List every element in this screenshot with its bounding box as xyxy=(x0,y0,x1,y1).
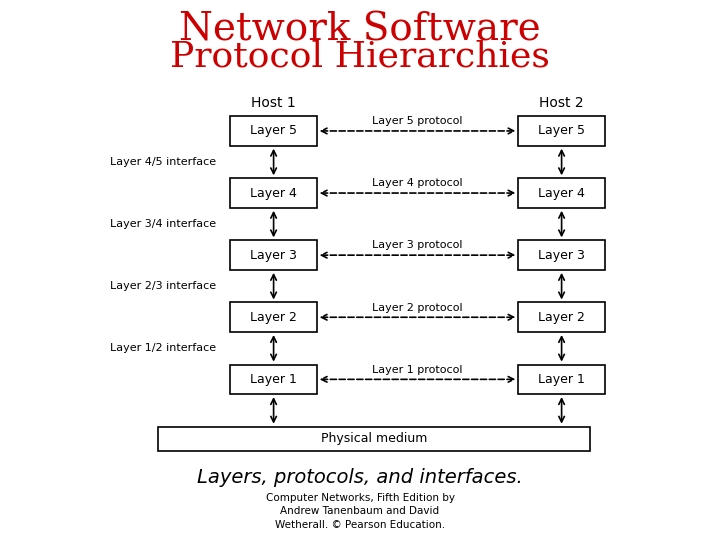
FancyBboxPatch shape xyxy=(518,240,605,270)
Text: Layer 3 protocol: Layer 3 protocol xyxy=(372,240,463,251)
Text: Layer 2 protocol: Layer 2 protocol xyxy=(372,302,463,313)
FancyBboxPatch shape xyxy=(230,178,317,208)
Text: Layer 5: Layer 5 xyxy=(538,124,585,138)
Text: Physical medium: Physical medium xyxy=(321,432,428,445)
Text: Host 2: Host 2 xyxy=(539,96,584,110)
Text: Layer 3: Layer 3 xyxy=(538,248,585,262)
Text: Layer 1 protocol: Layer 1 protocol xyxy=(372,364,463,375)
Text: Andrew Tanenbaum and David: Andrew Tanenbaum and David xyxy=(280,507,440,516)
FancyBboxPatch shape xyxy=(230,116,317,146)
Text: Layer 4 protocol: Layer 4 protocol xyxy=(372,178,463,188)
Text: Host 1: Host 1 xyxy=(251,96,296,110)
FancyBboxPatch shape xyxy=(518,364,605,394)
Text: Layer 4: Layer 4 xyxy=(538,186,585,200)
FancyBboxPatch shape xyxy=(518,302,605,332)
Text: Layer 5: Layer 5 xyxy=(250,124,297,138)
FancyBboxPatch shape xyxy=(158,427,590,451)
Text: Network Software: Network Software xyxy=(179,11,541,48)
Text: Wetherall. © Pearson Education.: Wetherall. © Pearson Education. xyxy=(275,520,445,530)
Text: Layers, protocols, and interfaces.: Layers, protocols, and interfaces. xyxy=(197,468,523,488)
Text: Layer 1/2 interface: Layer 1/2 interface xyxy=(110,343,216,353)
Text: Computer Networks, Fifth Edition by: Computer Networks, Fifth Edition by xyxy=(266,493,454,503)
FancyBboxPatch shape xyxy=(230,364,317,394)
Text: Layer 2: Layer 2 xyxy=(538,310,585,324)
FancyBboxPatch shape xyxy=(518,116,605,146)
FancyBboxPatch shape xyxy=(230,240,317,270)
FancyBboxPatch shape xyxy=(518,178,605,208)
Text: Layer 1: Layer 1 xyxy=(538,373,585,386)
Text: Layer 2/3 interface: Layer 2/3 interface xyxy=(110,281,216,291)
Text: Layer 1: Layer 1 xyxy=(250,373,297,386)
Text: Layer 3: Layer 3 xyxy=(250,248,297,262)
Text: Layer 4/5 interface: Layer 4/5 interface xyxy=(110,157,216,167)
Text: Layer 2: Layer 2 xyxy=(250,310,297,324)
Text: Layer 5 protocol: Layer 5 protocol xyxy=(372,116,463,126)
Text: Layer 4: Layer 4 xyxy=(250,186,297,200)
Text: Layer 3/4 interface: Layer 3/4 interface xyxy=(110,219,216,229)
Text: Protocol Hierarchies: Protocol Hierarchies xyxy=(170,40,550,73)
FancyBboxPatch shape xyxy=(230,302,317,332)
